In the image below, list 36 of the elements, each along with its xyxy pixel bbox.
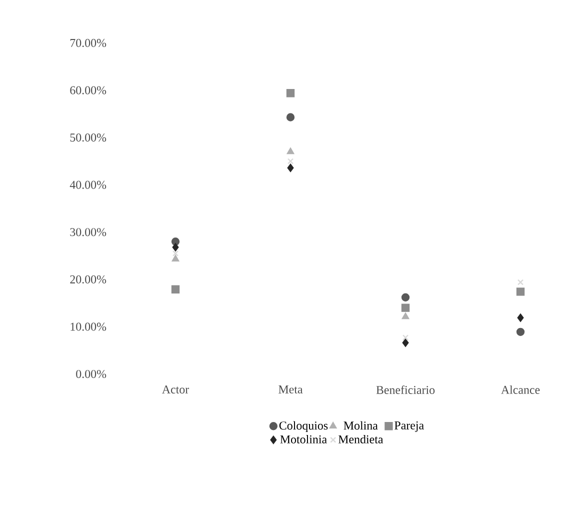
point (516, 328, 525, 336)
y-tick-label: 30.00% (70, 228, 106, 236)
y-tick-label: 60.00% (70, 86, 106, 94)
point (286, 148, 294, 154)
y-tick-label: 20.00% (70, 275, 106, 284)
point (172, 255, 180, 262)
point (401, 293, 410, 302)
point (516, 288, 525, 296)
y-tick-label: 70.00% (70, 38, 106, 48)
point (401, 304, 410, 312)
point (171, 238, 180, 246)
point (517, 279, 524, 286)
x-tick-label: Meta (278, 385, 303, 394)
point (172, 243, 179, 252)
point (286, 113, 295, 122)
legend-label: Pareja (394, 421, 424, 432)
point (402, 334, 409, 341)
x-tick-label: Beneficiario (376, 385, 435, 394)
legend-label: Motolinia (280, 434, 327, 444)
y-tick-label: 40.00% (70, 180, 106, 189)
x-tick-label: Alcance (501, 385, 540, 394)
legend-label: Mendieta (338, 434, 384, 444)
point (287, 164, 294, 172)
x-tick-label: Actor (162, 385, 190, 394)
point (402, 338, 409, 347)
point (286, 89, 295, 98)
y-tick-label: 10.00% (70, 322, 106, 331)
y-tick-label: 0.00% (76, 370, 106, 378)
legend-label: Molina (344, 421, 378, 430)
point (171, 285, 180, 294)
legend-label: Coloquios (279, 421, 328, 432)
point (402, 312, 410, 320)
y-tick-label: 50.00% (70, 134, 106, 142)
point (287, 158, 294, 164)
point (517, 314, 524, 322)
point (172, 250, 179, 256)
